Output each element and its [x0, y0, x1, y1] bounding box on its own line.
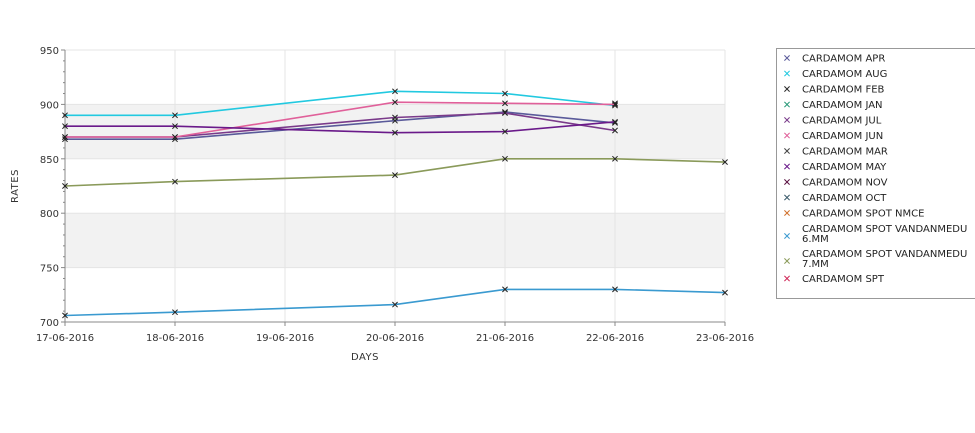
x-tick-label: 22-06-2016 [586, 333, 644, 344]
legend-label: CARDAMOM AUG [802, 69, 887, 80]
y-tick-label: 750 [40, 264, 59, 275]
legend-label-line: CARDAMOM AUG [802, 69, 887, 80]
legend-label: CARDAMOM NOV [802, 178, 888, 189]
x-tick-label: 17-06-2016 [36, 333, 94, 344]
legend-label: CARDAMOM SPOT NMCE [802, 209, 924, 220]
legend-label-line: CARDAMOM SPT [802, 274, 885, 285]
y-tick-label: 950 [40, 46, 59, 57]
x-tick-label: 19-06-2016 [256, 333, 314, 344]
legend-label: CARDAMOM MAR [802, 147, 888, 158]
y-tick-label: 800 [40, 209, 59, 220]
x-tick-label: 18-06-2016 [146, 333, 204, 344]
legend-label-line: CARDAMOM JAN [802, 100, 883, 111]
legend-label-line: CARDAMOM APR [802, 54, 885, 65]
legend-label: CARDAMOM FEB [802, 85, 885, 96]
legend-label-line: 6.MM [802, 234, 829, 245]
x-tick-label: 23-06-2016 [696, 333, 754, 344]
x-tick-label: 21-06-2016 [476, 333, 534, 344]
legend-label-line: CARDAMOM SPOT NMCE [802, 209, 924, 220]
legend-label-line: CARDAMOM JUN [802, 131, 883, 142]
legend-label-line: CARDAMOM MAR [802, 147, 888, 158]
legend-label: CARDAMOM MAY [802, 162, 887, 173]
legend-label-line: CARDAMOM FEB [802, 85, 885, 96]
legend-label: CARDAMOM JUL [802, 116, 882, 127]
legend-label: CARDAMOM JUN [802, 131, 883, 142]
legend-label-line: CARDAMOM OCT [802, 193, 887, 204]
y-tick-label: 700 [40, 318, 59, 329]
legend-label-line: CARDAMOM NOV [802, 178, 888, 189]
legend-label: CARDAMOM OCT [802, 193, 887, 204]
legend-label: CARDAMOM JAN [802, 100, 883, 111]
x-axis-title: DAYS [351, 352, 379, 363]
y-tick-label: 850 [40, 155, 59, 166]
legend-label: CARDAMOM APR [802, 54, 885, 65]
y-tick-label: 900 [40, 100, 59, 111]
y-axis-title: RATES [10, 169, 21, 203]
legend-label-line: CARDAMOM JUL [802, 116, 882, 127]
legend-label-line: CARDAMOM MAY [802, 162, 887, 173]
x-tick-label: 20-06-2016 [366, 333, 424, 344]
legend-label-line: 7.MM [802, 259, 829, 270]
legend-item[interactable]: CARDAMOM SPOT NMCE [784, 209, 924, 220]
legend-label: CARDAMOM SPT [802, 274, 885, 285]
